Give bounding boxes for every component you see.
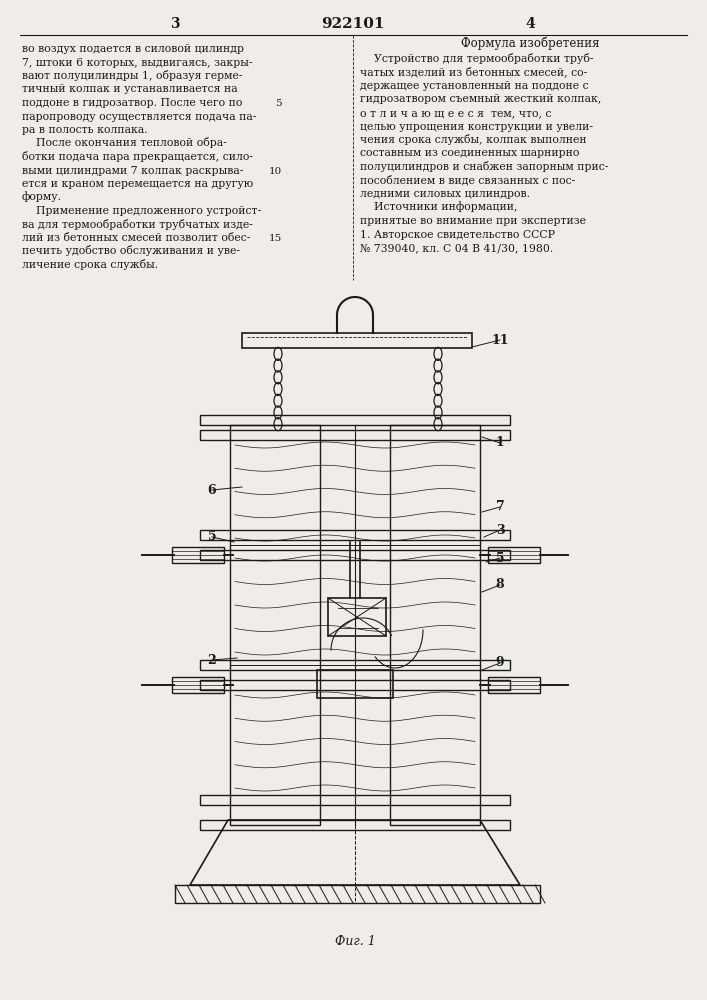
Text: 1. Авторское свидетельство СССР: 1. Авторское свидетельство СССР — [360, 230, 555, 239]
Text: полуцилиндров и снабжен запорным прис-: полуцилиндров и снабжен запорным прис- — [360, 161, 609, 172]
Bar — [200, 550, 510, 560]
Text: пособлением в виде связанных с пос-: пособлением в виде связанных с пос- — [360, 175, 575, 186]
Text: 5: 5 — [496, 552, 504, 564]
Text: 8: 8 — [496, 578, 504, 591]
Text: вают полуцилиндры 1, образуя герме-: вают полуцилиндры 1, образуя герме- — [22, 70, 243, 81]
Text: выми цилиндрами 7 колпак раскрыва-: выми цилиндрами 7 колпак раскрыва- — [22, 165, 243, 176]
Text: во воздух подается в силовой цилиндр: во воздух подается в силовой цилиндр — [22, 44, 244, 54]
Text: 10: 10 — [269, 166, 282, 176]
Text: 15: 15 — [269, 234, 282, 243]
Text: 4: 4 — [525, 17, 535, 31]
Text: 3: 3 — [170, 17, 180, 31]
Bar — [200, 530, 510, 540]
Text: 7: 7 — [496, 500, 504, 514]
Text: 11: 11 — [491, 334, 509, 347]
Bar — [172, 677, 224, 693]
Bar — [328, 598, 386, 636]
Text: печить удобство обслуживания и уве-: печить удобство обслуживания и уве- — [22, 245, 240, 256]
Text: После окончания тепловой обра-: После окончания тепловой обра- — [22, 137, 227, 148]
Bar — [200, 820, 510, 830]
Text: 2: 2 — [208, 654, 216, 666]
Text: принятые во внимание при экспертизе: принятые во внимание при экспертизе — [360, 216, 586, 226]
Text: о т л и ч а ю щ е е с я  тем, что, с: о т л и ч а ю щ е е с я тем, что, с — [360, 108, 551, 118]
Text: № 739040, кл. С 04 В 41/30, 1980.: № 739040, кл. С 04 В 41/30, 1980. — [360, 243, 554, 253]
Text: поддоне в гидрозатвор. После чего по: поддоне в гидрозатвор. После чего по — [22, 98, 243, 108]
Bar — [200, 660, 510, 670]
Text: держащее установленный на поддоне с: держащее установленный на поддоне с — [360, 81, 589, 91]
Text: целью упрощения конструкции и увели-: целью упрощения конструкции и увели- — [360, 121, 593, 131]
Text: ва для термообработки трубчатых изде-: ва для термообработки трубчатых изде- — [22, 219, 253, 230]
Text: ра в полость колпака.: ра в полость колпака. — [22, 125, 148, 135]
Bar — [390, 425, 480, 825]
Bar — [488, 677, 540, 693]
Text: ется и краном перемещается на другую: ется и краном перемещается на другую — [22, 179, 253, 189]
Text: 5: 5 — [208, 530, 216, 544]
Text: Устройство для термообработки труб-: Устройство для термообработки труб- — [360, 53, 593, 64]
Bar — [200, 680, 510, 690]
Text: чения срока службы, колпак выполнен: чения срока службы, колпак выполнен — [360, 134, 587, 145]
Text: Источники информации,: Источники информации, — [360, 202, 518, 213]
Text: паропроводу осуществляется подача па-: паропроводу осуществляется подача па- — [22, 111, 257, 121]
Bar — [175, 885, 540, 903]
Text: Формула изобретения: Формула изобретения — [461, 36, 600, 50]
Text: тичный колпак и устанавливается на: тичный колпак и устанавливается на — [22, 85, 238, 95]
Text: ботки подача пара прекращается, сило-: ботки подача пара прекращается, сило- — [22, 151, 253, 162]
Text: чатых изделий из бетонных смесей, со-: чатых изделий из бетонных смесей, со- — [360, 67, 588, 78]
Bar — [200, 430, 510, 440]
Bar — [200, 795, 510, 805]
Text: ледними силовых цилиндров.: ледними силовых цилиндров. — [360, 189, 530, 199]
Text: лий из бетонных смесей позволит обес-: лий из бетонных смесей позволит обес- — [22, 233, 250, 243]
Text: 5: 5 — [275, 99, 282, 108]
Text: Фиг. 1: Фиг. 1 — [334, 935, 375, 948]
Bar — [230, 425, 320, 825]
Text: Применение предложенного устройст-: Применение предложенного устройст- — [22, 206, 261, 216]
Bar — [200, 415, 510, 425]
Text: 7, штоки 6 которых, выдвигаясь, закры-: 7, штоки 6 которых, выдвигаясь, закры- — [22, 57, 252, 68]
Bar — [172, 547, 224, 563]
Text: форму.: форму. — [22, 192, 62, 202]
Text: составным из соединенных шарнирно: составным из соединенных шарнирно — [360, 148, 579, 158]
Text: 922101: 922101 — [321, 17, 385, 31]
Text: личение срока службы.: личение срока службы. — [22, 259, 158, 270]
Text: 6: 6 — [208, 484, 216, 496]
Bar — [242, 333, 472, 348]
Bar — [488, 547, 540, 563]
Bar — [317, 670, 393, 698]
Text: 3: 3 — [496, 524, 504, 536]
Text: 1: 1 — [496, 436, 504, 450]
Text: гидрозатвором съемный жесткий колпак,: гидрозатвором съемный жесткий колпак, — [360, 95, 602, 104]
Text: 9: 9 — [496, 656, 504, 670]
